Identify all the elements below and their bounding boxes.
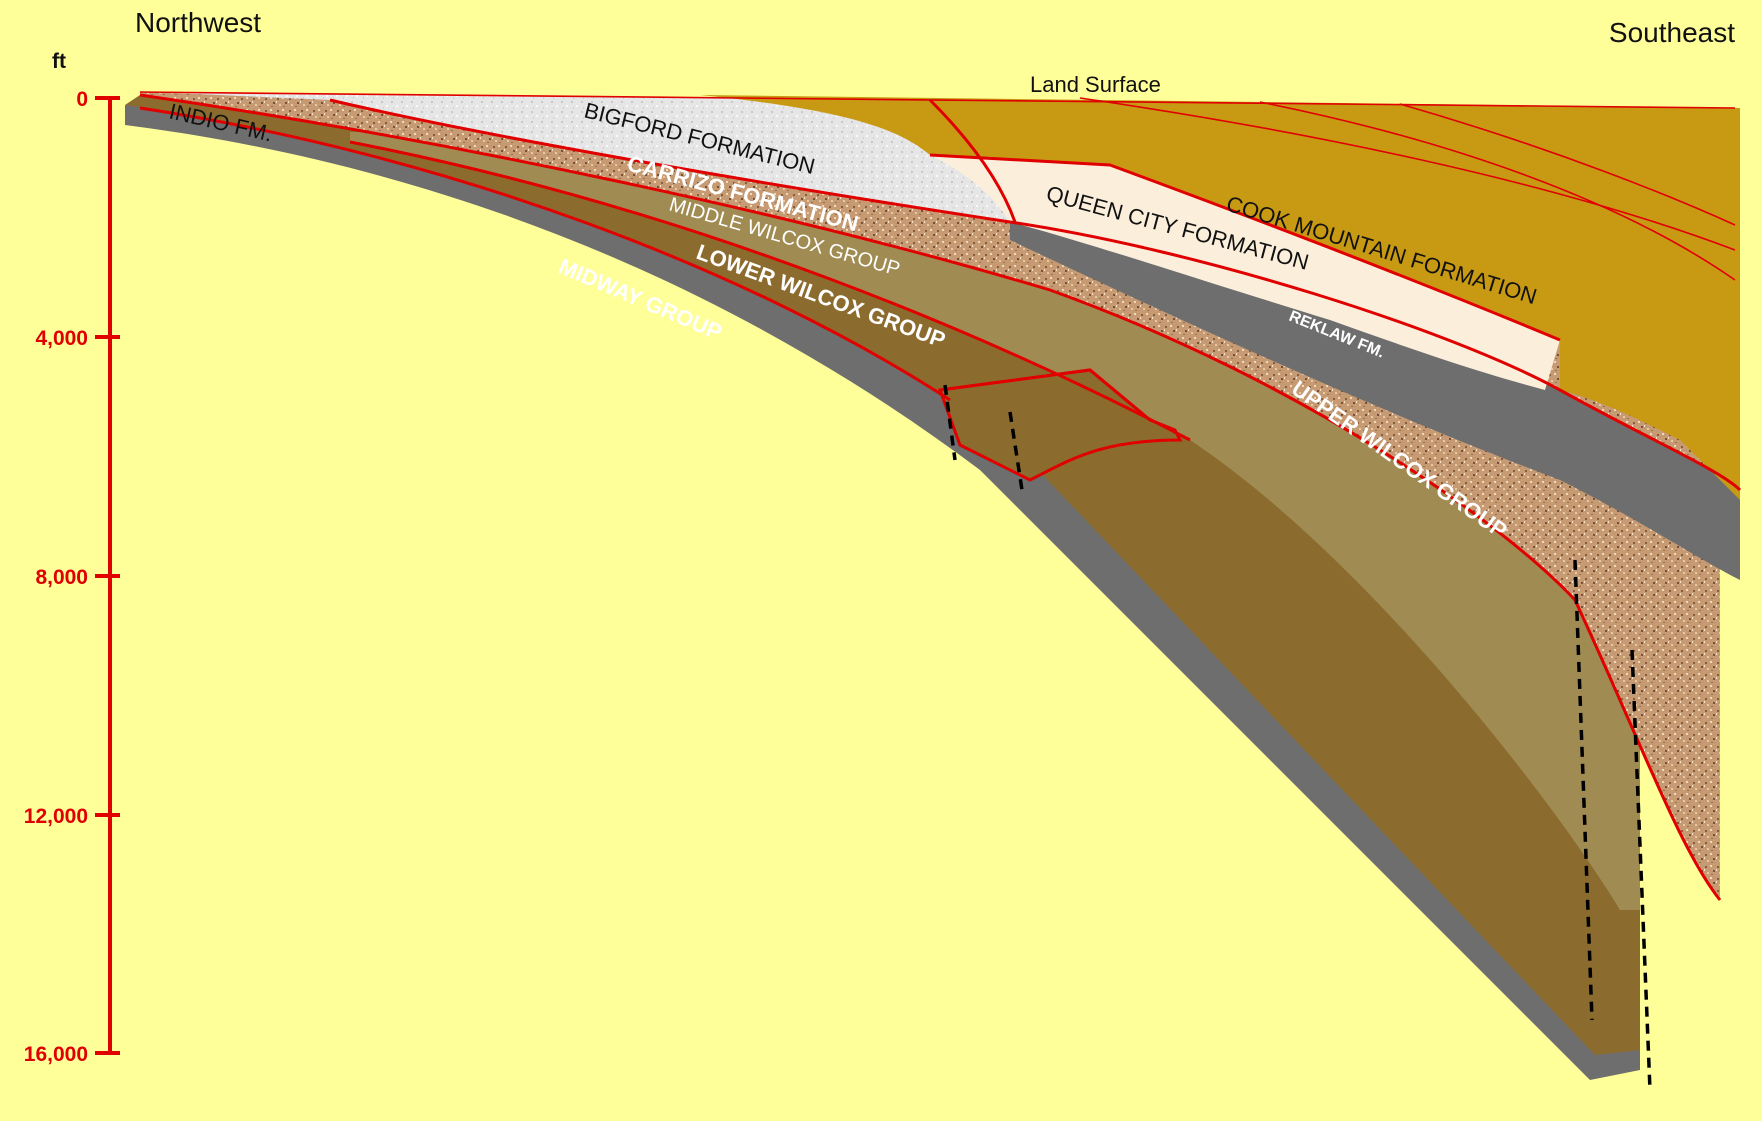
tick-label: 16,000 [24, 1043, 88, 1066]
lower-wilcox-tongue [937, 368, 1183, 482]
tick-label: 4,000 [35, 327, 88, 350]
depth-axis: ft 0 4,000 8,000 12,000 16,000 [24, 50, 120, 1066]
cook-mountain-layer [700, 95, 1740, 500]
bigford-layer [150, 92, 1010, 222]
faults [943, 384, 1652, 1091]
land-surface-lines [139, 91, 1736, 281]
formation-contacts [139, 93, 1742, 901]
depth-unit: ft [52, 50, 66, 73]
direction-northwest: Northwest [135, 7, 261, 38]
tick-label: 0 [76, 88, 88, 111]
tick-label: 12,000 [24, 805, 88, 828]
tick-label: 8,000 [35, 566, 88, 589]
land-surface-label: Land Surface [1030, 72, 1161, 97]
reklaw-layer [1010, 222, 1740, 580]
direction-southeast: Southeast [1609, 17, 1735, 48]
